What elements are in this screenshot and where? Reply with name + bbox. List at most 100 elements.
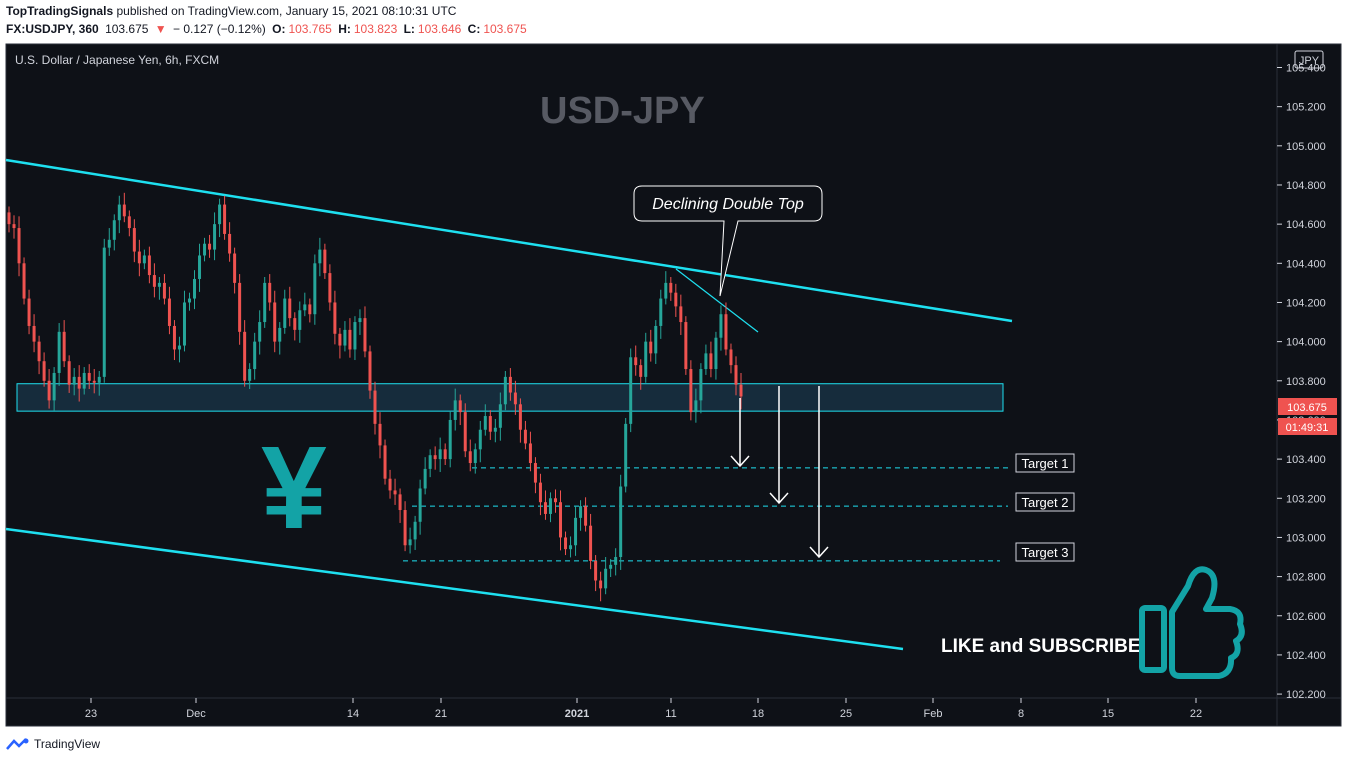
candle	[233, 247, 237, 294]
double-top-trendline[interactable]	[675, 268, 759, 333]
candle-body	[42, 361, 46, 381]
candle	[513, 380, 517, 415]
y-tick-label: 103.800	[1286, 376, 1326, 388]
candle	[193, 270, 197, 310]
candle-body	[243, 331, 247, 381]
candle	[418, 479, 422, 535]
candle-body	[137, 251, 141, 264]
candle	[383, 439, 387, 485]
candle	[263, 277, 267, 328]
candle-body	[418, 488, 422, 522]
candle-body	[403, 510, 407, 546]
currency-badge	[1294, 50, 1324, 69]
candle-body	[523, 429, 527, 444]
candle-body	[142, 255, 146, 264]
target-2-label[interactable]: Target 2	[1015, 492, 1075, 512]
candle	[107, 228, 111, 256]
candle	[22, 257, 26, 305]
candle-body	[438, 449, 442, 460]
candle	[198, 243, 202, 292]
candle	[273, 290, 277, 353]
candle-body	[478, 429, 482, 450]
candle-body	[373, 390, 377, 424]
candle	[278, 322, 282, 355]
target-1-label[interactable]: Target 1	[1015, 453, 1075, 473]
candle	[308, 298, 312, 323]
x-tick-label: 21	[435, 708, 447, 720]
channel-lower-line[interactable]	[5, 527, 904, 651]
candle	[538, 473, 542, 516]
candle	[132, 219, 136, 263]
candle-body	[604, 568, 608, 589]
yen-icon: ¥	[261, 422, 327, 554]
candle	[172, 320, 176, 361]
candle	[137, 239, 141, 277]
candle	[223, 195, 227, 240]
candle	[548, 492, 552, 523]
candle	[17, 216, 21, 277]
y-tick-label: 103.400	[1286, 454, 1326, 466]
y-tick-label: 104.000	[1286, 337, 1326, 349]
candle	[293, 312, 297, 341]
thumbs-up-icon[interactable]	[1139, 566, 1245, 679]
candle-body	[187, 298, 191, 303]
candle-body	[599, 580, 603, 589]
candle-body	[548, 498, 552, 514]
candle	[453, 388, 457, 431]
candle-body	[468, 451, 472, 464]
candle-body	[684, 322, 688, 370]
candle-body	[233, 253, 237, 283]
candle-body	[72, 376, 76, 385]
candle	[162, 274, 166, 305]
candle	[318, 237, 322, 277]
candle-body	[368, 351, 372, 391]
candle-body	[127, 216, 131, 229]
candle-body	[32, 325, 36, 342]
candle-body	[579, 506, 583, 518]
y-tick-label: 104.600	[1286, 219, 1326, 231]
candle-body	[423, 468, 427, 489]
candle	[724, 302, 728, 356]
target-arrows[interactable]	[730, 386, 829, 559]
candle	[97, 371, 101, 396]
candle-body	[574, 517, 578, 546]
candle	[413, 515, 417, 550]
candle-body	[734, 365, 738, 385]
candle	[493, 418, 497, 443]
publisher-name[interactable]: TopTradingSignals	[6, 4, 114, 18]
footer-brand[interactable]: TradingView	[6, 737, 100, 751]
declining-double-top-callout[interactable]: Declining Double Top	[633, 185, 823, 297]
candle	[283, 289, 287, 334]
price-axis-background[interactable]	[1277, 44, 1341, 726]
candle-body	[147, 255, 151, 276]
candle	[142, 249, 146, 270]
candle-body	[77, 376, 81, 389]
candle	[503, 371, 507, 411]
candle	[518, 398, 522, 443]
publish-info: TopTradingSignals published on TradingVi…	[6, 4, 456, 18]
candle	[478, 420, 482, 463]
candle-body	[634, 357, 638, 366]
candle	[533, 457, 537, 494]
x-tick-label: 2021	[565, 708, 589, 720]
x-tick-label: 15	[1102, 708, 1114, 720]
candle-body	[624, 423, 628, 487]
candle-body	[283, 298, 287, 328]
target-3-label[interactable]: Target 3	[1015, 542, 1075, 562]
like-subscribe-text[interactable]: LIKE and SUBSCRIBE	[941, 636, 1141, 657]
last-price-tag	[1278, 398, 1337, 415]
candle	[629, 348, 633, 433]
channel-upper-line[interactable]	[5, 158, 1013, 323]
candle	[333, 290, 337, 345]
candle-body	[518, 404, 522, 430]
candle	[152, 263, 156, 298]
candle	[574, 506, 578, 556]
brand-name: TradingView	[34, 737, 101, 751]
candle-body	[172, 325, 176, 350]
candle	[609, 558, 613, 577]
y-tick-label: 102.600	[1286, 611, 1326, 623]
candle-body	[273, 302, 277, 342]
candle	[669, 277, 673, 301]
candle-body	[308, 304, 312, 315]
